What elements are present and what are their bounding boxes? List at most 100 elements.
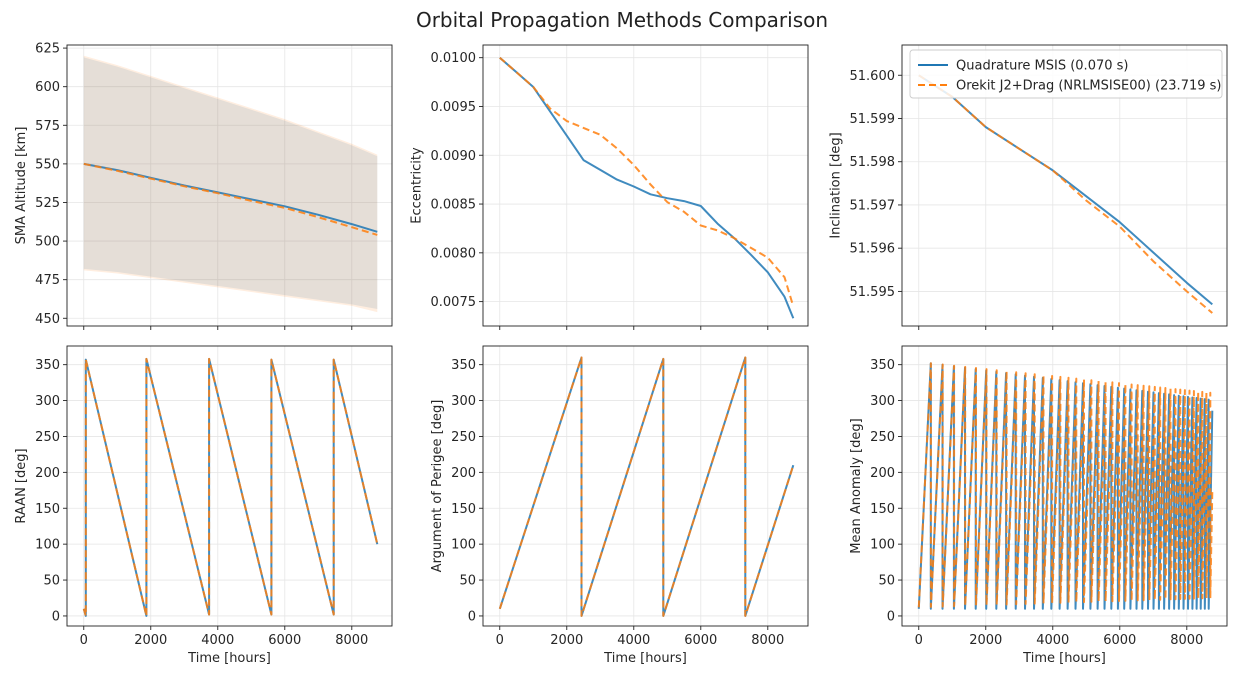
axes-frame — [482, 345, 809, 627]
y-tick-label: 450 — [35, 312, 60, 327]
x-tick-label: 0 — [80, 633, 88, 648]
y-tick-label: 0.0090 — [431, 149, 477, 164]
x-tick-label: 2000 — [969, 633, 1002, 648]
y-tick-label: 0.0080 — [431, 246, 477, 261]
y-tick-label: 250 — [35, 430, 60, 445]
series-line-orekit — [83, 162, 378, 236]
panel-inc: 51.595 51.596 51.597 51.598 51.599 51.600 Incl… — [829, 44, 1228, 330]
plot-area-inc — [918, 74, 1213, 314]
y-tick-label: 150 — [870, 502, 895, 517]
y-tick-label: 0.0100 — [431, 51, 477, 66]
y-tick-label: 51.596 — [850, 242, 896, 257]
y-tick-label: 350 — [451, 358, 476, 373]
x-tick-label: 6000 — [268, 633, 301, 648]
y-tick-label: 100 — [35, 538, 60, 553]
legend-entry: Quadrature MSIS (0.070 s) — [956, 59, 1128, 74]
y-tick-label: 0.0075 — [431, 295, 477, 310]
series-line-orekit — [499, 56, 795, 307]
y-tick-label: 0 — [52, 609, 60, 624]
x-tick-label: 2000 — [550, 633, 583, 648]
x-tick-label: 4000 — [201, 633, 234, 648]
y-axis-label: Eccentricity — [410, 147, 425, 224]
plot-area-raan — [82, 357, 379, 617]
plot-area-sma — [83, 55, 378, 313]
legend-box — [909, 49, 1223, 99]
y-tick-label: 50 — [43, 574, 60, 589]
axes-frame — [482, 44, 809, 327]
y-tick-label: 50 — [878, 574, 895, 589]
y-tick-label: 350 — [35, 358, 60, 373]
panel-sma: 450 475 500 525 550 575 600 625 SMA Altitude [km… — [14, 42, 393, 330]
uncertainty-band-quadrature — [83, 57, 378, 310]
axes-frame — [901, 44, 1228, 327]
y-tick-label: 200 — [451, 466, 476, 481]
panel-raan: 0 2000 4000 6000 8000 0 50 100 150 200 250 300 350 RA… — [14, 345, 393, 666]
x-axis-label: Time [hours] — [1022, 651, 1106, 666]
y-tick-label: 200 — [870, 466, 895, 481]
series-line-orekit — [917, 362, 1214, 608]
y-tick-label: 550 — [35, 157, 60, 172]
y-tick-label: 0 — [887, 609, 895, 624]
y-tick-label: 51.599 — [850, 112, 896, 127]
series-line-orekit — [82, 357, 379, 617]
y-tick-label: 475 — [35, 273, 60, 288]
y-tick-label: 600 — [35, 80, 60, 95]
axes-frame — [901, 345, 1228, 627]
y-axis-label: Argument of Perigee [deg] — [430, 400, 445, 573]
y-tick-label: 300 — [451, 394, 476, 409]
panel-ecc: 0.0075 0.0080 0.0085 0.0090 0.0095 0.0100 Ecce… — [410, 44, 809, 330]
y-tick-label: 250 — [451, 430, 476, 445]
plot-area-argp — [498, 356, 795, 617]
x-tick-label: 6000 — [1103, 633, 1136, 648]
y-tick-label: 50 — [459, 574, 476, 589]
figure-title: Orbital Propagation Methods Comparison — [416, 8, 828, 32]
x-axis-label: Time [hours] — [603, 651, 687, 666]
series-line-quadrature — [918, 74, 1213, 306]
axes-frame — [66, 345, 393, 627]
y-tick-label: 575 — [35, 119, 60, 134]
x-tick-label: 2000 — [134, 633, 167, 648]
y-tick-label: 51.600 — [850, 69, 896, 84]
series-line-quadrature — [498, 356, 795, 617]
y-tick-label: 51.598 — [850, 155, 896, 170]
x-tick-label: 8000 — [751, 633, 784, 648]
y-tick-label: 200 — [35, 466, 60, 481]
x-tick-label: 4000 — [617, 633, 650, 648]
x-tick-label: 6000 — [684, 633, 717, 648]
y-tick-label: 500 — [35, 235, 60, 250]
y-tick-label: 250 — [870, 430, 895, 445]
legend: Quadrature MSIS (0.070 s) Orekit J2+Drag … — [909, 49, 1223, 99]
y-tick-label: 100 — [870, 538, 895, 553]
y-tick-label: 51.595 — [850, 285, 896, 300]
y-tick-label: 0.0085 — [431, 198, 477, 213]
x-tick-label: 4000 — [1036, 633, 1069, 648]
y-tick-label: 150 — [451, 502, 476, 517]
x-tick-label: 0 — [915, 633, 923, 648]
y-axis-label: SMA Altitude [km] — [14, 127, 29, 245]
y-tick-label: 0.0095 — [431, 100, 477, 115]
uncertainty-band-orekit — [83, 55, 378, 313]
x-tick-label: 8000 — [335, 633, 368, 648]
panel-ma: 0 2000 4000 6000 8000 0 50 100 150 200 250 300 350 Me… — [849, 345, 1228, 666]
y-tick-label: 150 — [35, 502, 60, 517]
axes-frame — [66, 44, 393, 327]
plot-area-ecc — [499, 56, 795, 319]
y-tick-label: 525 — [35, 196, 60, 211]
y-axis-label: RAAN [deg] — [14, 448, 29, 523]
x-axis-label: Time [hours] — [187, 651, 271, 666]
series-line-orekit — [918, 74, 1213, 314]
series-line-quadrature — [83, 162, 378, 233]
y-tick-label: 300 — [870, 394, 895, 409]
y-axis-label: Inclination [deg] — [829, 132, 844, 238]
y-tick-label: 625 — [35, 42, 60, 57]
y-tick-label: 350 — [870, 358, 895, 373]
plot-area-ma — [917, 362, 1214, 610]
x-tick-label: 0 — [496, 633, 504, 648]
y-tick-label: 51.597 — [850, 198, 896, 213]
series-line-orekit — [498, 356, 795, 617]
y-tick-label: 0 — [468, 609, 476, 624]
series-line-quadrature — [499, 56, 795, 319]
y-tick-label: 100 — [451, 538, 476, 553]
legend-entry: Orekit J2+Drag (NRLMSISE00) (23.719 s) — [956, 79, 1221, 94]
